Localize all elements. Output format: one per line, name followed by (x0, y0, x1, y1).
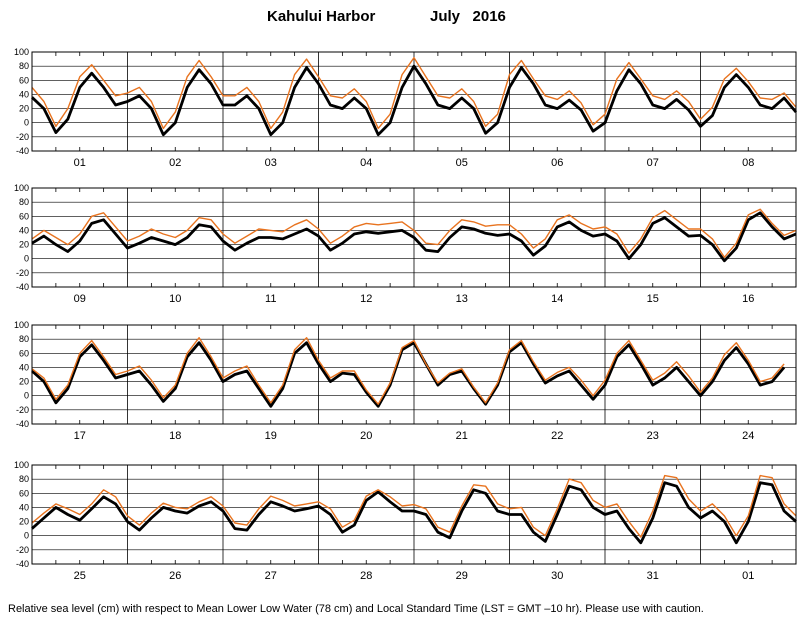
observed-tide-line (31, 337, 785, 405)
chart-caption: Relative sea level (cm) with respect to … (8, 603, 704, 615)
y-tick-label: -40 (16, 282, 29, 292)
predicted-tide-line (31, 481, 797, 545)
y-tick-label: 20 (19, 240, 29, 250)
day-label: 23 (647, 430, 659, 442)
day-label: 19 (265, 430, 277, 442)
day-label: 16 (742, 293, 754, 305)
y-tick-label: 40 (19, 362, 29, 372)
y-tick-label: -40 (16, 559, 29, 569)
y-tick-label: -40 (16, 419, 29, 429)
panel-3: -40 -20 0 20 40 60 80 100 17 18 19 20 21 22 23 24 (14, 320, 797, 442)
day-label: 28 (360, 570, 372, 582)
y-tick-label: -20 (16, 405, 29, 415)
panel-2: -40 -20 0 20 40 60 80 100 09 10 11 12 13 14 15 16 (14, 183, 797, 305)
y-tick-label: 20 (19, 517, 29, 527)
panel-frame (31, 464, 797, 565)
y-tick-label: 80 (19, 61, 29, 71)
y-tick-label: 80 (19, 197, 29, 207)
panel-4: -40 -20 0 20 40 60 80 100 25 26 27 28 29 30 31 01 (14, 460, 797, 582)
y-tick-label: 100 (14, 183, 29, 193)
day-label: 03 (265, 157, 277, 169)
day-label: 11 (265, 293, 276, 305)
y-tick-label: 40 (19, 225, 29, 235)
day-label: 14 (551, 293, 563, 305)
y-tick-label: 40 (19, 502, 29, 512)
day-label: 01 (74, 157, 86, 169)
y-tick-label: -40 (16, 146, 29, 156)
predicted-tide-line (31, 341, 786, 408)
panel-frame (31, 187, 797, 288)
day-label: 06 (551, 157, 563, 169)
day-label: 12 (360, 293, 372, 305)
day-label: 18 (169, 430, 181, 442)
y-tick-label: 100 (14, 320, 29, 330)
y-tick-label: 0 (24, 391, 29, 401)
panel-frame (31, 324, 797, 425)
y-tick-label: 60 (19, 75, 29, 85)
y-tick-label: 0 (24, 254, 29, 264)
y-tick-label: 80 (19, 334, 29, 344)
day-label: 29 (456, 570, 468, 582)
chart-title-station: Kahului Harbor (267, 8, 376, 25)
y-tick-label: 60 (19, 348, 29, 358)
y-tick-label: 0 (24, 118, 29, 128)
day-label: 27 (265, 570, 277, 582)
day-label: 07 (647, 157, 659, 169)
panel-1: -40 -20 0 20 40 60 80 100 01 02 03 04 05 06 07 08 (14, 47, 798, 169)
day-label: 31 (647, 570, 659, 582)
y-tick-label: 80 (19, 474, 29, 484)
day-label: 02 (169, 157, 181, 169)
y-tick-label: 40 (19, 89, 29, 99)
observed-tide-line (31, 208, 797, 258)
day-label: 26 (169, 570, 181, 582)
day-label: 15 (647, 293, 659, 305)
day-label: 17 (74, 430, 86, 442)
day-label: 30 (551, 570, 563, 582)
day-label: 25 (74, 570, 86, 582)
y-tick-label: 20 (19, 104, 29, 114)
day-label: 04 (360, 157, 372, 169)
day-label: 13 (456, 293, 468, 305)
y-tick-label: 100 (14, 460, 29, 470)
day-label: 01 (742, 570, 754, 582)
y-tick-label: 20 (19, 377, 29, 387)
y-tick-label: -20 (16, 545, 29, 555)
day-label: 08 (742, 157, 754, 169)
day-label: 21 (456, 430, 468, 442)
y-tick-label: -20 (16, 268, 29, 278)
y-tick-label: 60 (19, 488, 29, 498)
predicted-tide-line (31, 211, 797, 263)
y-tick-label: 0 (24, 531, 29, 541)
chart-title-month-year: July 2016 (430, 8, 506, 25)
panel-frame (31, 51, 797, 152)
observed-tide-line (31, 474, 797, 538)
observed-tide-line (31, 57, 797, 130)
day-label: 22 (551, 430, 563, 442)
y-tick-label: -20 (16, 132, 29, 142)
y-tick-label: 100 (14, 47, 29, 57)
day-label: 10 (169, 293, 181, 305)
day-label: 24 (742, 430, 754, 442)
day-label: 20 (360, 430, 372, 442)
day-label: 05 (456, 157, 468, 169)
y-tick-label: 60 (19, 211, 29, 221)
predicted-tide-line (31, 64, 798, 137)
day-label: 09 (74, 293, 86, 305)
